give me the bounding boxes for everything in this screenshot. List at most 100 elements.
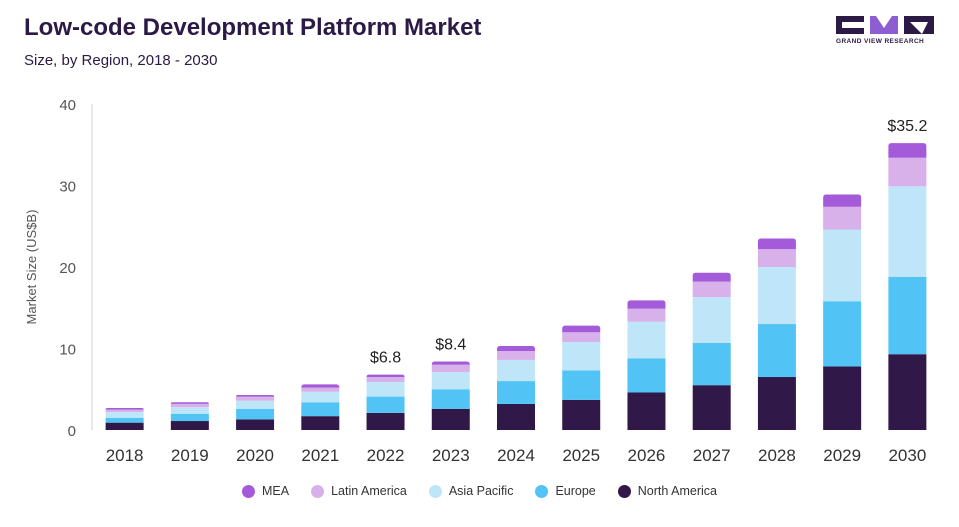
x-tick-label: 2025: [562, 446, 600, 465]
bar-segment-europe-2021: [301, 402, 340, 417]
bar-segment-mea-2028: [757, 238, 796, 250]
data-label: $35.2: [887, 118, 927, 135]
bar-segment-north-america-2021: [301, 416, 340, 430]
bar-segment-north-america-2019: [170, 421, 209, 430]
bar-segment-asia-pacific-2026: [627, 321, 666, 359]
bar-segment-mea-2029: [823, 194, 862, 207]
bar-segment-north-america-2023: [431, 408, 470, 430]
x-tick-label: 2026: [628, 446, 666, 465]
y-axis-title: Market Size (US$B): [24, 210, 39, 325]
legend-label-latin-america: Latin America: [331, 484, 407, 498]
legend-item-asia-pacific[interactable]: Asia Pacific: [428, 484, 514, 498]
chart-title: Low-code Development Platform Market: [24, 14, 482, 41]
bar-segment-latin-america-2026: [627, 308, 666, 322]
bar-segment-mea-2023: [431, 361, 470, 365]
bar-segment-asia-pacific-2018: [105, 412, 144, 418]
y-tick-label: 40: [59, 97, 76, 114]
bar-segment-north-america-2024: [497, 403, 535, 430]
x-tick-label: 2020: [236, 446, 274, 465]
bar-segment-mea-2030: [888, 143, 927, 158]
bar-segment-asia-pacific-2025: [562, 341, 601, 371]
bar-segment-asia-pacific-2019: [170, 407, 209, 414]
legend-item-mea[interactable]: MEA: [242, 484, 289, 498]
bar-segment-mea-2022: [366, 374, 405, 378]
x-tick-label: 2023: [432, 446, 470, 465]
bar-segment-mea-2019: [170, 402, 209, 404]
legend-item-north-america[interactable]: North America: [617, 484, 717, 498]
bar-segment-north-america-2020: [236, 419, 275, 430]
legend-label-asia-pacific: Asia Pacific: [448, 484, 514, 498]
bar-segment-mea-2020: [236, 394, 275, 397]
bar-segment-mea-2018: [105, 407, 144, 410]
y-tick-label: 30: [59, 179, 76, 196]
bar-segment-north-america-2025: [562, 399, 601, 430]
bar-segment-north-america-2027: [692, 385, 731, 430]
bar-segment-mea-2026: [627, 300, 666, 309]
bar-segment-mea-2027: [692, 272, 731, 282]
data-label: $6.8: [370, 350, 401, 367]
bar-segment-asia-pacific-2029: [823, 229, 862, 302]
bar-segment-latin-america-2020: [236, 396, 275, 401]
bar-segment-asia-pacific-2020: [236, 400, 275, 409]
bar-segment-latin-america-2023: [431, 364, 470, 373]
legend-swatch-north-america: [617, 484, 631, 498]
bar-segment-europe-2023: [431, 389, 470, 409]
bar-segment-mea-2024: [497, 346, 535, 351]
gvr-logo-icon: [836, 16, 934, 34]
y-tick-label: 20: [59, 260, 76, 277]
bar-segment-europe-2030: [888, 276, 927, 355]
legend-label-mea: MEA: [262, 484, 290, 498]
bar-segment-europe-2020: [236, 408, 275, 420]
y-tick-label: 10: [59, 342, 76, 359]
x-tick-label: 2028: [758, 446, 796, 465]
bar-segment-europe-2019: [170, 413, 209, 422]
bar-segment-north-america-2026: [627, 392, 666, 430]
legend-swatch-mea: [242, 484, 256, 498]
legend-item-latin-america[interactable]: Latin America: [311, 484, 407, 498]
legend-swatch-latin-america: [311, 484, 325, 498]
x-tick-label: 2021: [301, 446, 339, 465]
legend-swatch-europe: [535, 484, 549, 498]
bar-segment-asia-pacific-2021: [301, 391, 340, 403]
bar-segment-europe-2024: [497, 381, 535, 404]
bar-segment-latin-america-2019: [170, 403, 209, 408]
y-tick-label: 0: [68, 423, 76, 440]
legend-label-north-america: North America: [637, 484, 717, 498]
bar-segment-asia-pacific-2022: [366, 381, 405, 397]
logo-text: GRAND VIEW RESEARCH: [836, 38, 925, 45]
chart-subtitle: Size, by Region, 2018 - 2030: [24, 52, 218, 69]
bar-segment-europe-2029: [823, 301, 862, 367]
bar-segment-asia-pacific-2023: [431, 372, 470, 390]
bar-segment-europe-2027: [692, 342, 731, 386]
bar-segment-asia-pacific-2027: [692, 297, 731, 343]
legend-item-europe[interactable]: Europe: [535, 484, 596, 498]
bar-segment-north-america-2022: [366, 412, 405, 430]
bar-segment-europe-2026: [627, 358, 666, 393]
legend-swatch-asia-pacific: [428, 484, 442, 498]
bar-segment-north-america-2030: [888, 354, 927, 430]
x-tick-label: 2030: [888, 446, 926, 465]
bar-segment-latin-america-2028: [757, 249, 796, 267]
bar-segment-latin-america-2027: [692, 281, 731, 298]
bar-segment-latin-america-2029: [823, 206, 862, 230]
bar-segment-latin-america-2024: [497, 350, 535, 360]
bar-segment-latin-america-2030: [888, 157, 927, 187]
bar-segment-asia-pacific-2024: [497, 359, 535, 382]
x-tick-label: 2019: [171, 446, 209, 465]
bar-segment-europe-2022: [366, 396, 405, 413]
bar-segment-latin-america-2025: [562, 332, 601, 342]
bar-segment-mea-2025: [562, 325, 601, 333]
bar-segment-north-america-2029: [823, 366, 862, 430]
x-tick-label: 2024: [497, 446, 535, 465]
x-tick-label: 2027: [693, 446, 731, 465]
bar-segment-latin-america-2021: [301, 387, 340, 392]
bar-segment-north-america-2018: [105, 422, 144, 430]
bar-segment-mea-2021: [301, 384, 340, 388]
bar-segment-europe-2028: [757, 324, 796, 378]
bar-segment-north-america-2028: [757, 377, 796, 430]
bar-segment-europe-2018: [105, 417, 144, 423]
bar-segment-europe-2025: [562, 370, 601, 400]
bar-segment-latin-america-2018: [105, 409, 144, 413]
x-tick-label: 2022: [367, 446, 405, 465]
